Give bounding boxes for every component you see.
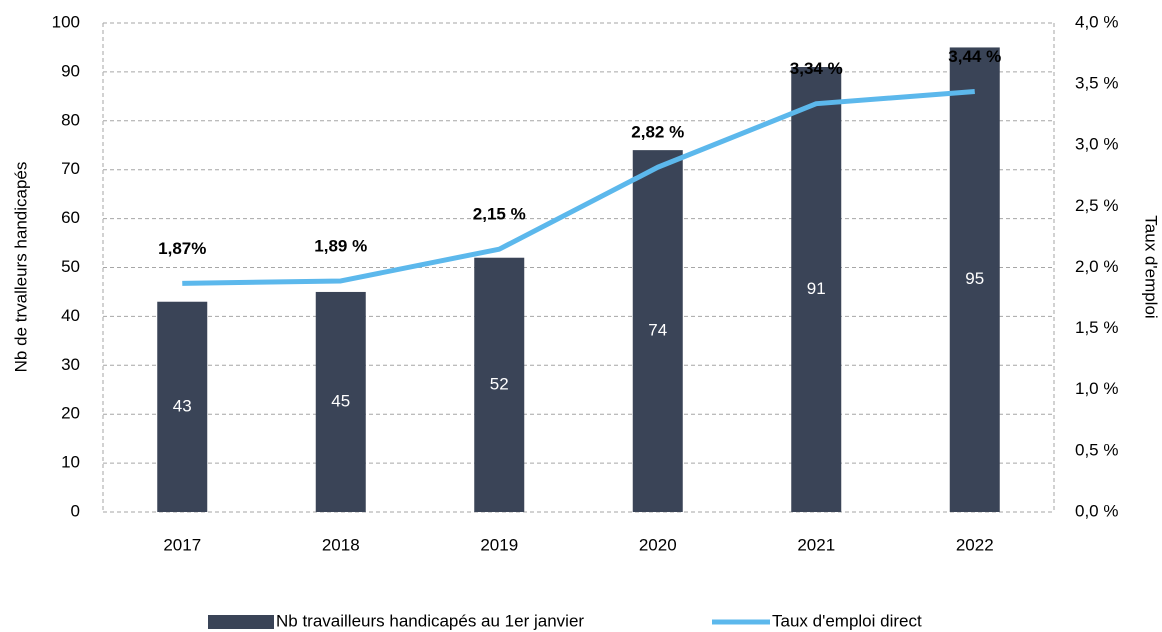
y-tick-label: 10	[61, 453, 80, 472]
bar-value-label: 91	[807, 279, 826, 298]
x-tick-label: 2019	[480, 535, 518, 554]
y-tick-label: 90	[61, 61, 80, 80]
y-tick-label: 0	[71, 501, 80, 520]
legend-label: Nb travailleurs handicapés au 1er janvie…	[276, 611, 584, 630]
line-value-label: 1,89 %	[314, 236, 367, 255]
bar-value-label: 45	[331, 391, 350, 410]
x-tick-label: 2022	[956, 535, 994, 554]
y2-tick-label: 3,0 %	[1075, 135, 1118, 154]
y2-tick-label: 3,5 %	[1075, 74, 1118, 93]
y-tick-label: 50	[61, 257, 80, 276]
x-tick-label: 2018	[322, 535, 360, 554]
y-tick-label: 20	[61, 404, 80, 423]
line-value-label: 1,87%	[158, 239, 206, 258]
bar-value-label: 52	[490, 374, 509, 393]
bar-value-label: 74	[648, 321, 667, 340]
line	[182, 88, 975, 286]
x-tick-label: 2020	[639, 535, 677, 554]
bar-value-label: 43	[173, 396, 192, 415]
bar	[791, 67, 842, 512]
bar	[949, 47, 1000, 512]
bar	[315, 291, 366, 512]
y2-tick-label: 2,5 %	[1075, 196, 1118, 215]
legend-swatch	[208, 615, 274, 629]
y2-tick-label: 1,5 %	[1075, 318, 1118, 337]
x-tick-label: 2017	[163, 535, 201, 554]
line-value-label: 3,44 %	[948, 47, 1001, 66]
y2-axis-label: Taux d'emploi	[1142, 215, 1161, 318]
line-value-label: 3,34 %	[790, 59, 843, 78]
y-tick-label: 80	[61, 110, 80, 129]
x-tick-label: 2021	[797, 535, 835, 554]
y-tick-label: 100	[52, 12, 80, 31]
line-value-label: 2,15 %	[473, 205, 526, 224]
line-value-label: 2,82 %	[631, 123, 684, 142]
bar-value-label: 95	[965, 269, 984, 288]
y-tick-label: 70	[61, 159, 80, 178]
y2-tick-label: 4,0 %	[1075, 12, 1118, 31]
y-axis-label: Nb de trvalleurs handicapés	[11, 162, 30, 373]
y2-tick-label: 0,0 %	[1075, 501, 1118, 520]
y2-tick-label: 1,0 %	[1075, 379, 1118, 398]
y-tick-label: 60	[61, 208, 80, 227]
legend-label: Taux d'emploi direct	[772, 611, 922, 630]
y2-tick-label: 2,0 %	[1075, 257, 1118, 276]
y-tick-label: 30	[61, 355, 80, 374]
y2-tick-label: 0,5 %	[1075, 440, 1118, 459]
bar	[632, 150, 683, 512]
bar	[157, 301, 208, 512]
bar	[474, 257, 525, 512]
y-tick-label: 40	[61, 306, 80, 325]
